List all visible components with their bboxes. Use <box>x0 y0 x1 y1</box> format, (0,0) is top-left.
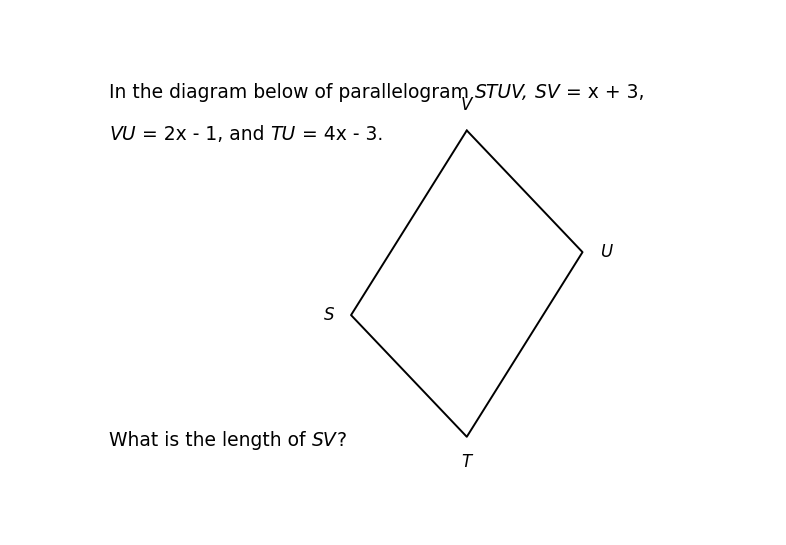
Text: STUV,: STUV, <box>476 83 529 102</box>
Text: = 4x - 3.: = 4x - 3. <box>296 125 383 144</box>
Text: U: U <box>600 243 612 261</box>
Text: T: T <box>461 453 472 471</box>
Text: V: V <box>461 96 472 114</box>
Text: SV: SV <box>312 431 336 450</box>
Text: What is the length of: What is the length of <box>109 431 312 450</box>
Text: SV: SV <box>529 83 560 102</box>
Text: TU: TU <box>270 125 296 144</box>
Text: In the diagram below of parallelogram: In the diagram below of parallelogram <box>109 83 476 102</box>
Text: = 2x - 1, and: = 2x - 1, and <box>136 125 270 144</box>
Text: S: S <box>324 306 334 324</box>
Text: ?: ? <box>336 431 347 450</box>
Text: = x + 3,: = x + 3, <box>560 83 645 102</box>
Text: VU: VU <box>109 125 136 144</box>
